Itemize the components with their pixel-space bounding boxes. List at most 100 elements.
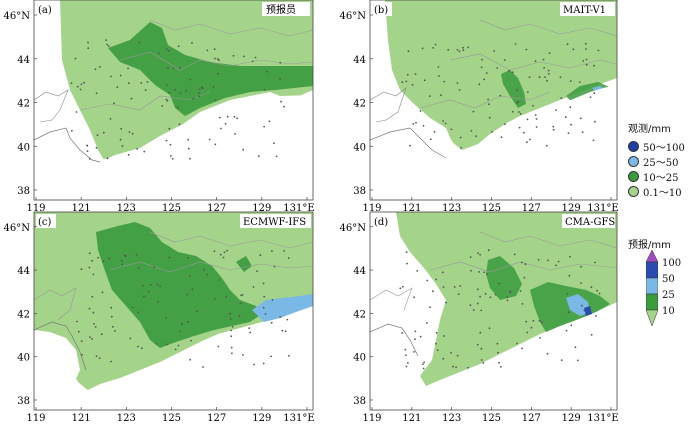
y-tick-label: 40 <box>353 142 366 153</box>
station-dot <box>583 309 586 312</box>
panel-c <box>33 211 314 411</box>
station-dot <box>243 55 245 58</box>
station-dot <box>180 323 183 326</box>
station-dot <box>226 115 229 118</box>
legend-label: 50～100 <box>643 143 685 154</box>
station-dot <box>416 270 419 272</box>
station-dot <box>479 253 481 256</box>
station-dot <box>206 49 209 52</box>
station-dot <box>254 56 257 59</box>
station-dot <box>127 153 130 156</box>
station-dot <box>514 43 517 45</box>
station-dot <box>479 295 481 298</box>
station-dot <box>95 355 98 358</box>
rain-area-very-heavy <box>584 306 592 316</box>
station-dot <box>266 70 269 73</box>
station-dot <box>219 253 222 256</box>
x-tick-label: 125 <box>482 203 501 214</box>
y-tick-label: 40 <box>17 142 30 153</box>
station-dot <box>491 131 493 133</box>
panel-a-letter: (a) <box>38 5 52 16</box>
station-dot <box>80 268 83 271</box>
station-dot <box>283 250 286 252</box>
station-dot <box>242 148 245 151</box>
station-dot <box>515 89 518 92</box>
x-tick-label: 127 <box>522 203 541 214</box>
station-dot <box>102 260 105 263</box>
panel-d-letter: (d) <box>374 217 388 228</box>
station-dot <box>161 105 164 107</box>
y-tick-label: 44 <box>17 266 30 277</box>
station-dot <box>100 333 103 336</box>
station-dot <box>191 288 194 291</box>
station-dot <box>477 252 479 255</box>
colorbar-label-25: 25 <box>662 290 675 301</box>
station-dot <box>251 60 254 63</box>
panel-d-title: CMA-GFS <box>565 217 615 228</box>
y-tick-label: 38 <box>353 186 366 197</box>
station-dot <box>436 349 439 351</box>
station-dot <box>480 66 483 69</box>
station-dot <box>445 301 447 304</box>
station-dot <box>224 122 227 125</box>
station-dot <box>95 147 98 149</box>
station-dot <box>153 266 156 268</box>
station-dot <box>545 144 548 147</box>
station-dot <box>233 115 236 118</box>
station-dot <box>116 86 119 89</box>
station-dot <box>257 155 260 158</box>
station-dot <box>159 285 161 288</box>
station-dot <box>560 97 563 99</box>
y-tick-label: 40 <box>17 353 30 364</box>
station-dot <box>143 150 146 153</box>
station-dot <box>547 259 549 262</box>
station-dot <box>137 267 140 269</box>
station-dot <box>214 143 217 146</box>
station-dot <box>525 48 528 51</box>
station-dot <box>286 318 289 321</box>
station-dot <box>483 271 485 274</box>
station-dot <box>88 158 91 160</box>
station-dot <box>407 362 409 364</box>
station-dot <box>469 304 472 307</box>
forecast-legend: 预报/mm 100 50 25 10 <box>628 236 700 327</box>
station-dot <box>156 283 159 286</box>
station-dot <box>179 92 182 95</box>
station-dot <box>547 73 550 75</box>
station-dot <box>218 59 220 62</box>
station-dot <box>165 84 168 87</box>
station-dot <box>546 79 548 82</box>
station-dot <box>96 134 99 137</box>
station-dot <box>487 249 490 252</box>
x-tick-label: 123 <box>442 203 461 214</box>
y-tick-label: 38 <box>353 396 366 407</box>
station-dot <box>414 330 417 333</box>
station-dot <box>526 141 528 144</box>
station-dot <box>71 129 73 132</box>
station-dot <box>166 99 169 102</box>
x-tick-label: 131°E <box>283 203 314 214</box>
station-dot <box>249 331 252 334</box>
station-dot <box>138 41 141 44</box>
station-dot <box>80 83 83 86</box>
station-dot <box>552 128 555 131</box>
station-dot <box>411 83 414 86</box>
station-dot <box>443 80 446 83</box>
station-dot <box>426 279 429 282</box>
station-dot <box>494 293 497 296</box>
station-dot <box>425 322 428 324</box>
station-dot <box>567 311 570 314</box>
station-dot <box>534 114 537 116</box>
y-tick-label: 38 <box>17 186 30 197</box>
station-dot <box>437 66 440 68</box>
legend-swatch <box>628 171 639 182</box>
station-dot <box>552 125 555 128</box>
colorbar-label-10: 10 <box>662 306 675 317</box>
station-dot <box>480 359 483 361</box>
station-dot <box>548 52 551 54</box>
station-dot <box>186 293 189 296</box>
station-dot <box>208 138 211 141</box>
station-dot <box>187 147 190 150</box>
station-dot <box>467 46 470 49</box>
station-dot <box>196 310 198 313</box>
